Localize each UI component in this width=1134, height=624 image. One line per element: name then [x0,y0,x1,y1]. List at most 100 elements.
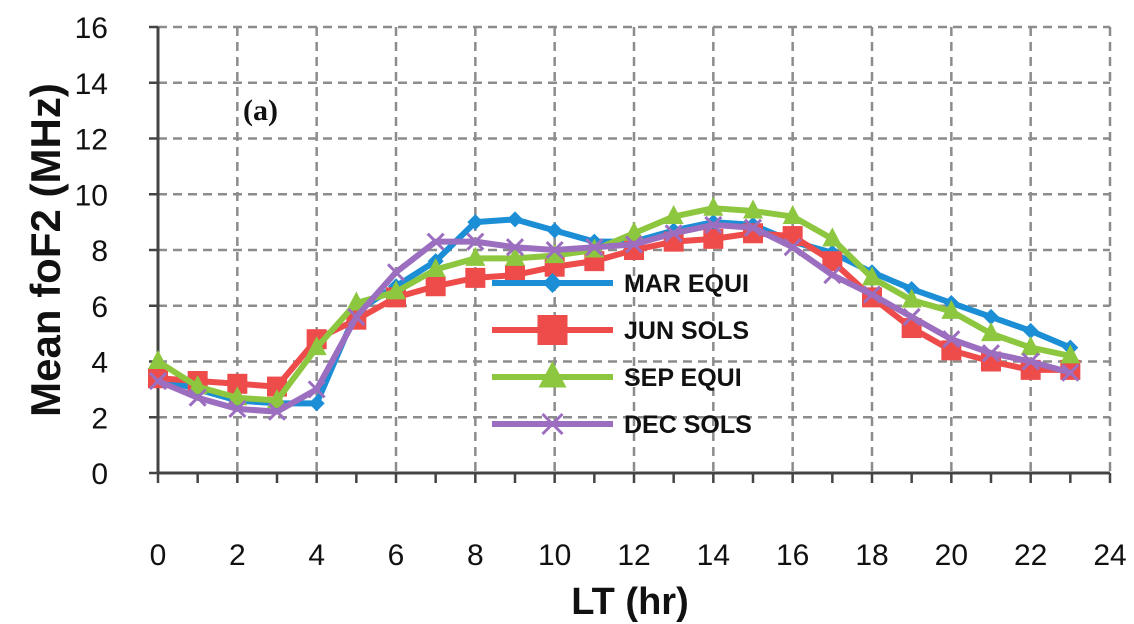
x-tick-label: 2 [229,539,246,572]
data-point [541,412,564,436]
axes [149,25,1112,483]
data-point [507,211,523,228]
x-tick-label: 20 [935,539,968,572]
data-point [267,402,287,421]
y-tick-labels: 0 2 4 6 8 10 12 14 16 [75,12,108,491]
data-point [822,227,843,247]
data-point [704,215,723,234]
data-point [386,263,406,282]
x-tick-label: 14 [697,539,730,572]
data-point [306,336,327,356]
data-point [544,244,565,264]
data-point [308,395,325,412]
x-axis-label: LT (hr) [571,581,688,623]
data-point [347,307,366,326]
x-tick-label: 6 [388,539,405,572]
data-point [1060,344,1081,364]
data-point [901,288,922,308]
data-point [862,285,882,304]
data-point [624,221,644,241]
y-axis-label: Mean foF2 (MHz) [22,83,69,417]
data-point [307,380,326,399]
data-point [624,235,644,254]
data-point [505,238,525,257]
data-point [425,258,446,278]
y-tick-label: 4 [91,347,108,380]
y-tick-label: 14 [75,68,108,101]
data-point [148,371,168,391]
data-point [1021,352,1040,371]
data-point [537,315,568,345]
x-tick-labels: 0 2 4 6 8 10 12 14 16 18 20 22 24 [150,539,1127,572]
data-point [466,232,485,251]
data-point [465,267,486,288]
series-group [148,196,1081,421]
data-point [782,205,803,225]
data-point [1061,363,1080,382]
data-point [664,224,683,243]
data-point [546,222,563,239]
x-tick-label: 24 [1093,539,1126,572]
data-point [703,228,724,249]
y-tick-label: 2 [91,402,108,435]
legend-label: MAR EQUI [624,270,749,298]
panel-label: (a) [243,94,278,127]
data-point [1022,322,1039,339]
data-point [425,276,446,297]
data-point [467,214,484,231]
data-point [227,373,248,394]
data-point [1020,336,1041,356]
legend-label: JUN SOLS [624,317,749,345]
legend-item: DEC SOLS [492,411,752,439]
data-point [983,308,999,325]
data-point [386,280,406,300]
data-point [663,205,684,225]
legend-label: SEP EQUI [624,364,742,392]
data-point [465,246,486,266]
y-tick-label: 0 [91,458,108,491]
data-point [942,330,961,349]
x-tick-label: 16 [776,539,809,572]
y-tick-label: 8 [91,235,108,268]
data-point [981,344,1001,363]
legend-item: MAR EQUI [492,270,749,298]
data-point [902,307,921,326]
data-point [862,266,882,286]
y-tick-label: 6 [91,291,108,324]
x-tick-label: 12 [617,539,650,572]
data-point [188,388,207,407]
x-tick-label: 0 [150,539,167,572]
data-point [703,196,724,216]
data-point [426,232,445,251]
y-tick-label: 12 [75,124,108,157]
data-point [822,251,843,272]
data-point [743,218,763,237]
data-point [545,240,564,260]
legend-item: SEP EQUI [492,360,742,392]
grid-lines [158,25,1112,473]
data-point [148,350,168,369]
data-point [228,399,247,418]
data-point [505,246,525,266]
x-tick-label: 8 [467,539,484,572]
legend-item: JUN SOLS [492,315,749,345]
data-point [823,266,842,285]
legend: MAR EQUI JUN SOLS SEP EQUI DEC SOLS [492,270,752,439]
series-sep-equi [148,196,1081,409]
data-point [542,273,563,293]
x-tick-label: 22 [1014,539,1047,572]
legend-label: DEC SOLS [624,411,752,439]
x-tick-label: 4 [308,539,325,572]
data-point [585,238,604,257]
data-point [783,238,802,257]
x-tick-label: 18 [855,539,888,572]
data-point [743,199,763,219]
data-point [267,389,287,409]
x-tick-label: 10 [538,539,571,572]
series-line [155,221,1074,415]
data-point [538,360,567,388]
data-point [981,322,1001,342]
data-point [346,291,367,311]
